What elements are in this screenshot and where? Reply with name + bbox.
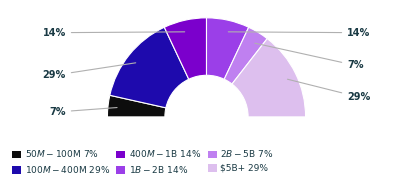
Text: 29%: 29% — [43, 63, 136, 80]
Legend: $50M-$100M 7%, $100M-$400M 29%, $400M-$1B 14%, $1B-$2B 14%, $2B-$5B 7%, $5B+ 29%: $50M-$100M 7%, $100M-$400M 29%, $400M-$1… — [9, 145, 278, 178]
Text: 14%: 14% — [43, 28, 185, 38]
Wedge shape — [110, 27, 189, 108]
Wedge shape — [224, 27, 267, 84]
Text: 14%: 14% — [228, 28, 370, 38]
Text: 7%: 7% — [255, 43, 364, 70]
Wedge shape — [164, 18, 206, 79]
Wedge shape — [107, 95, 166, 117]
Wedge shape — [232, 39, 306, 117]
Text: 29%: 29% — [287, 79, 370, 102]
Text: 7%: 7% — [49, 107, 117, 117]
Wedge shape — [206, 18, 249, 79]
